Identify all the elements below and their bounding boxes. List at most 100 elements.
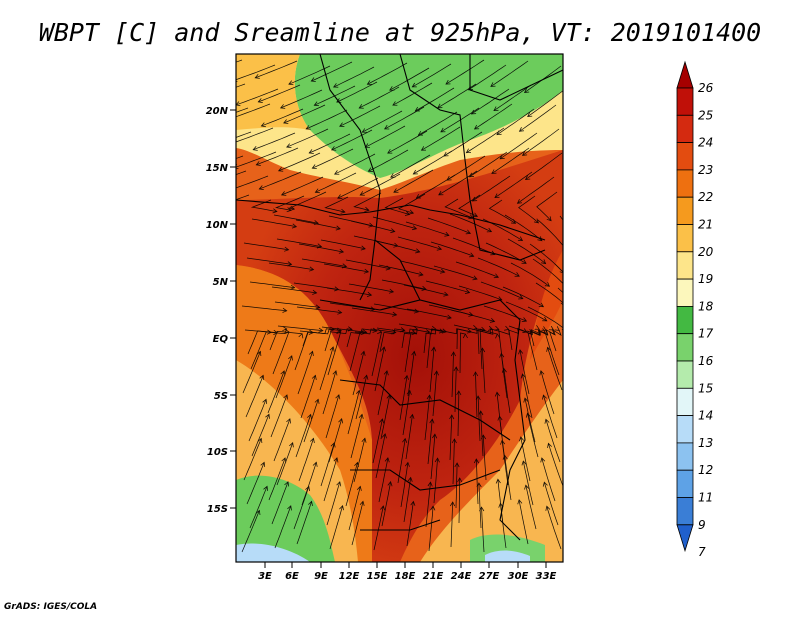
streamline-arrow [431,346,437,352]
streamline-arrow [472,275,478,281]
streamline-arrow [408,209,415,215]
streamline [488,199,516,224]
streamline-arrow [277,167,284,172]
streamline [425,482,431,528]
streamline [427,217,471,234]
streamline [377,370,388,416]
streamline-arrow [479,506,485,512]
streamline [246,462,265,505]
streamline [275,355,293,399]
streamline [236,88,279,106]
streamline-arrow [456,390,462,396]
streamline [507,238,546,264]
streamline [249,486,268,529]
streamline [323,263,369,273]
streamline [519,349,530,395]
streamline-arrow [433,370,439,376]
streamline [256,147,299,166]
streamline-arrow [478,410,484,416]
streamline-arrow [540,457,546,463]
colorbar-label: 23 [698,163,713,177]
streamlines [200,59,593,553]
streamline-arrow [359,500,365,506]
footer-credit: GrADS: IGES/COLA [4,602,98,612]
streamline-arrow [200,167,205,171]
streamline [421,126,461,151]
streamline-arrow [286,418,291,424]
streamline [433,265,478,280]
streamline-arrow [255,509,261,516]
streamline [518,499,529,545]
streamline [474,103,513,130]
streamline [493,84,532,111]
streamline [508,325,541,336]
streamline [324,328,353,352]
streamline [315,172,357,193]
streamline-arrow [415,194,421,199]
streamline [522,461,534,506]
streamline [373,303,419,313]
y-tick-eq: EQ [213,334,236,345]
streamline [415,87,455,112]
streamline [424,395,430,441]
streamline-arrow [329,346,335,352]
streamline-arrow [340,208,346,214]
streamline-arrow [318,327,324,333]
streamline [481,507,485,553]
wbpt-green-north [294,54,563,178]
streamline [296,501,312,545]
wbpt-green-south [236,475,335,562]
streamline [425,280,470,293]
streamline-arrow [430,505,436,511]
streamline-arrow [404,211,411,216]
streamline-arrow [289,442,294,448]
streamline-arrow [366,80,372,85]
streamline-arrow [411,82,417,88]
streamline-arrow [337,194,343,199]
streamline [477,328,498,355]
streamline-arrow [284,246,290,252]
streamline [286,128,329,148]
streamline [482,218,523,241]
y-label-5s: 5S [214,391,228,402]
streamline [301,462,317,506]
streamline-arrow [538,302,545,308]
streamline [449,414,453,461]
x-tick-9e: 9E [314,562,328,582]
streamline-arrow [298,333,304,339]
streamline [406,501,414,547]
streamline [380,394,391,440]
streamline-arrow [522,328,528,333]
streamline-arrow [420,146,427,151]
streamline [381,481,391,527]
x-tick-15e: 15E [367,562,388,582]
y-tick-10s: 10S [207,447,236,458]
streamline [455,261,499,278]
streamline [500,353,508,399]
streamline-arrow [332,83,339,88]
streamline-arrow [231,140,236,144]
streamline [326,481,341,526]
streamline [325,394,340,439]
streamline-arrow [400,327,406,333]
colorbar-swatch [676,387,694,416]
streamline-arrow [364,143,370,148]
y-label-20n: 20N [206,106,229,117]
streamline-arrow [589,338,593,343]
streamline-arrow [468,214,474,219]
streamline [418,111,458,136]
streamline-arrow [282,307,288,313]
streamline-arrow [407,476,413,482]
streamline-arrow [308,329,314,335]
streamline [502,286,544,308]
streamline [412,63,452,88]
streamline-arrow [417,131,423,136]
streamline [329,302,375,310]
streamline [241,305,287,312]
colorbar-swatch [676,87,694,116]
streamline-arrow [315,304,321,310]
streamline [397,193,426,214]
x-tick-12e: 12E [339,562,360,582]
streamline [399,375,408,421]
streamline-arrow [312,461,318,467]
